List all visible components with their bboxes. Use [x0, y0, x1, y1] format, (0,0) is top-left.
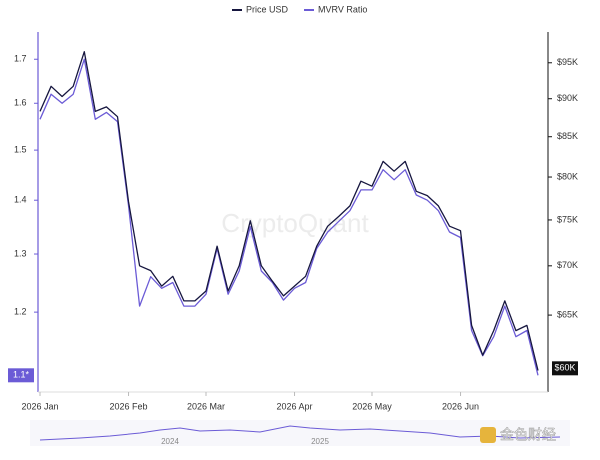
logo-text: 金色财经 [500, 427, 556, 443]
x-tick-label: 2026 Mar [187, 401, 225, 411]
legend-label: MVRV Ratio [318, 4, 367, 14]
navigator-label: 2025 [311, 437, 329, 446]
current-value-label: $60K [554, 363, 575, 373]
y-tick-label: 1.7 [14, 54, 27, 64]
y-tick-label: 1.2 [14, 307, 27, 317]
x-tick-label: 2026 Jan [21, 401, 58, 411]
x-tick-label: 2026 May [352, 401, 392, 411]
logo-icon [480, 427, 496, 443]
y2-tick-label: $85K [557, 131, 578, 141]
navigator-line [39, 425, 561, 441]
legend-label: Price USD [246, 4, 289, 14]
x-tick-label: 2026 Apr [277, 401, 313, 411]
current-value-label: 1.1* [13, 370, 30, 380]
y-tick-label: 1.5 [14, 144, 27, 154]
y2-tick-label: $65K [557, 309, 578, 319]
series-line [39, 51, 539, 371]
y2-tick-label: $95K [557, 57, 578, 67]
current-value-box [552, 361, 578, 376]
y2-tick-label: $80K [557, 171, 578, 181]
y-tick-label: 1.4 [14, 195, 27, 205]
x-tick-label: 2026 Jun [442, 401, 479, 411]
y-tick-label: 1.6 [14, 98, 27, 108]
navigator-label: 2024 [161, 437, 179, 446]
y2-tick-label: $70K [557, 260, 578, 270]
y2-tick-label: $75K [557, 214, 578, 224]
x-tick-label: 2026 Feb [110, 401, 148, 411]
y2-tick-label: $90K [557, 93, 578, 103]
watermark: CryptoQuant [221, 208, 369, 238]
y-tick-label: 1.3 [14, 248, 27, 258]
current-value-box [8, 368, 34, 383]
